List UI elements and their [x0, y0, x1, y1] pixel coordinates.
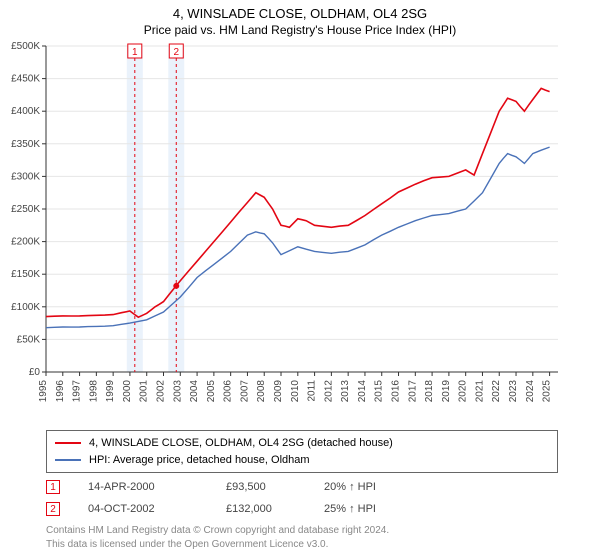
- sale-vs-hpi: 20% ↑ HPI: [324, 481, 376, 493]
- svg-text:2023: 2023: [508, 380, 519, 403]
- legend-swatch: [55, 459, 81, 461]
- svg-text:£0: £0: [29, 367, 41, 378]
- page-subtitle: Price paid vs. HM Land Registry's House …: [0, 21, 600, 37]
- svg-text:2024: 2024: [525, 380, 536, 403]
- svg-text:2017: 2017: [407, 380, 418, 403]
- legend: 4, WINSLADE CLOSE, OLDHAM, OL4 2SG (deta…: [46, 430, 558, 473]
- svg-text:2002: 2002: [156, 380, 167, 403]
- svg-text:£50K: £50K: [17, 334, 41, 345]
- svg-text:2022: 2022: [491, 380, 502, 403]
- svg-text:2021: 2021: [474, 380, 485, 403]
- svg-text:2000: 2000: [122, 380, 133, 403]
- svg-text:2009: 2009: [273, 380, 284, 403]
- svg-text:2: 2: [173, 47, 179, 58]
- svg-text:2025: 2025: [542, 380, 553, 403]
- svg-text:£500K: £500K: [11, 42, 40, 52]
- svg-text:1997: 1997: [72, 380, 83, 403]
- svg-text:2012: 2012: [323, 380, 334, 403]
- price-chart: £0 £50K £100K £150K £200K £250K £300K £350K £400…: [0, 42, 600, 422]
- svg-text:1999: 1999: [105, 380, 116, 403]
- svg-text:2020: 2020: [458, 380, 469, 403]
- svg-text:2010: 2010: [290, 380, 301, 403]
- svg-text:£450K: £450K: [11, 74, 40, 85]
- sale-date: 14-APR-2000: [88, 481, 198, 493]
- sale-vs-hpi: 25% ↑ HPI: [324, 503, 376, 515]
- svg-text:£350K: £350K: [11, 139, 40, 150]
- svg-text:2005: 2005: [206, 380, 217, 403]
- svg-text:£200K: £200K: [11, 237, 40, 248]
- sale-marker: 1: [46, 480, 60, 494]
- footer-line-2: This data is licensed under the Open Gov…: [46, 538, 389, 552]
- sale-marker: 2: [46, 502, 60, 516]
- legend-label: HPI: Average price, detached house, Oldh…: [89, 452, 310, 469]
- svg-text:1996: 1996: [55, 380, 66, 403]
- sale-date: 04-OCT-2002: [88, 503, 198, 515]
- sale-price: £93,500: [226, 481, 296, 493]
- sale-price: £132,000: [226, 503, 296, 515]
- svg-text:2019: 2019: [441, 380, 452, 403]
- legend-label: 4, WINSLADE CLOSE, OLDHAM, OL4 2SG (deta…: [89, 435, 393, 452]
- svg-text:2016: 2016: [391, 380, 402, 403]
- sale-row: 2 04-OCT-2002 £132,000 25% ↑ HPI: [46, 498, 376, 520]
- svg-text:2013: 2013: [340, 380, 351, 403]
- svg-text:2003: 2003: [172, 380, 183, 403]
- legend-item: 4, WINSLADE CLOSE, OLDHAM, OL4 2SG (deta…: [55, 435, 549, 452]
- legend-item: HPI: Average price, detached house, Oldh…: [55, 452, 549, 469]
- svg-text:2014: 2014: [357, 380, 368, 403]
- svg-text:1995: 1995: [38, 380, 49, 403]
- footer-attribution: Contains HM Land Registry data © Crown c…: [46, 524, 389, 551]
- svg-text:1998: 1998: [88, 380, 99, 403]
- svg-text:£150K: £150K: [11, 269, 40, 280]
- svg-text:2006: 2006: [223, 380, 234, 403]
- svg-text:£100K: £100K: [11, 302, 40, 313]
- sales-table: 1 14-APR-2000 £93,500 20% ↑ HPI 2 04-OCT-2002…: [46, 476, 376, 520]
- svg-text:2001: 2001: [139, 380, 150, 403]
- footer-line-1: Contains HM Land Registry data © Crown c…: [46, 524, 389, 538]
- svg-text:2008: 2008: [256, 380, 267, 403]
- svg-text:2011: 2011: [307, 380, 318, 402]
- svg-text:1: 1: [132, 47, 138, 58]
- legend-swatch: [55, 442, 81, 444]
- svg-text:£250K: £250K: [11, 204, 40, 215]
- svg-text:2015: 2015: [374, 380, 385, 403]
- svg-text:2007: 2007: [239, 380, 250, 403]
- svg-text:£300K: £300K: [11, 171, 40, 182]
- svg-text:2018: 2018: [424, 380, 435, 403]
- sale-row: 1 14-APR-2000 £93,500 20% ↑ HPI: [46, 476, 376, 498]
- page-title: 4, WINSLADE CLOSE, OLDHAM, OL4 2SG: [0, 0, 600, 21]
- svg-text:£400K: £400K: [11, 106, 40, 117]
- svg-text:2004: 2004: [189, 380, 200, 403]
